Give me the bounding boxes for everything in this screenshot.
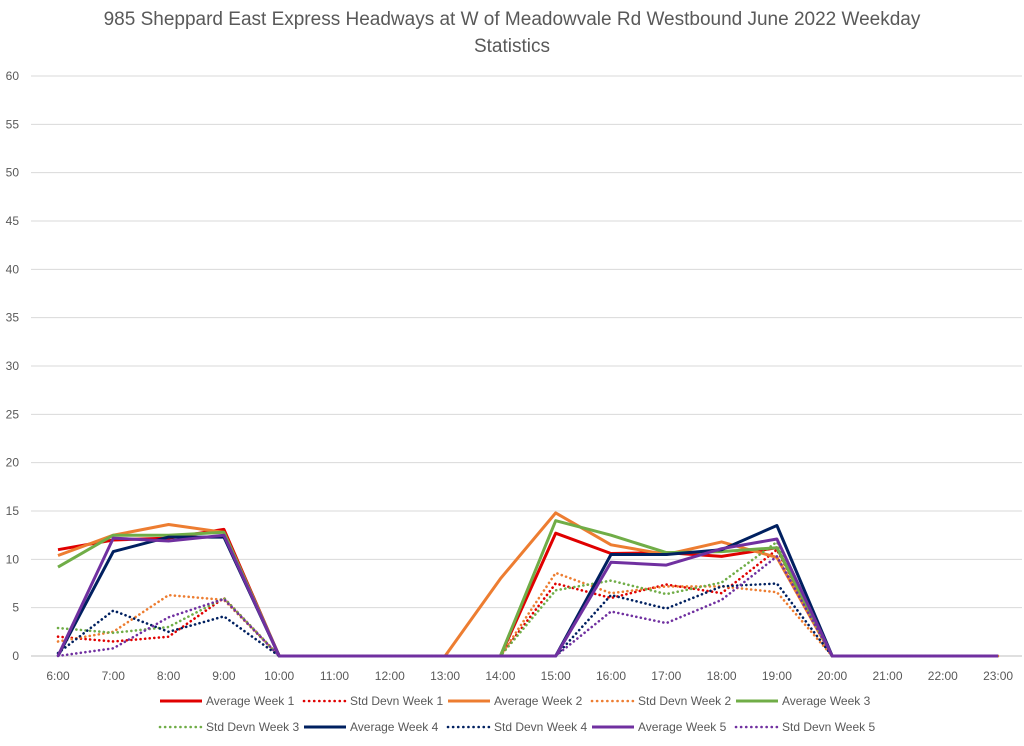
legend-entry-average-week-2: Average Week 2	[448, 694, 583, 708]
x-tick-label: 11:00	[320, 669, 349, 683]
x-axis-ticks: 6:00 7:00 8:00 9:00 10:00 11:00 12:00 13:00 14:0…	[46, 669, 1013, 683]
chart-title-line-2: Statistics	[473, 36, 551, 57]
x-tick-label: 17:00	[651, 669, 681, 683]
y-axis-ticks: 0 5 10 15 20 25 30 35 40 45 50 55 60	[6, 69, 20, 663]
series-line-average-week-1	[57, 527, 999, 658]
y-tick-label: 60	[6, 69, 20, 83]
x-tick-label: 12:00	[375, 669, 405, 683]
legend-label: Std Devn Week 1	[350, 694, 443, 708]
y-tick-label: 45	[6, 214, 20, 228]
x-tick-label: 18:00	[707, 669, 737, 683]
x-tick-label: 22:00	[928, 669, 958, 683]
series-line-std-devn-week-1	[56, 548, 1000, 658]
x-tick-label: 23:00	[983, 669, 1013, 683]
legend-label: Average Week 4	[350, 720, 439, 734]
y-tick-label: 55	[6, 117, 20, 131]
legend-label: Average Week 5	[638, 720, 727, 734]
legend-label: Std Devn Week 3	[206, 720, 299, 734]
legend-entry-std-devn-week-5: Std Devn Week 5	[734, 720, 875, 734]
legend-entry-std-devn-week-2: Std Devn Week 2	[590, 694, 731, 708]
x-tick-label: 7:00	[102, 669, 126, 683]
legend-entry-std-devn-week-3: Std Devn Week 3	[158, 720, 299, 734]
y-tick-label: 20	[6, 456, 20, 470]
y-tick-label: 5	[12, 601, 19, 615]
y-tick-label: 15	[6, 504, 20, 518]
x-tick-label: 9:00	[212, 669, 236, 683]
y-tick-label: 40	[6, 262, 20, 276]
gridlines	[31, 75, 1022, 657]
x-tick-label: 6:00	[46, 669, 70, 683]
legend: Average Week 1 Std Devn Week 1 Average Wee…	[158, 694, 875, 734]
x-tick-label: 13:00	[430, 669, 460, 683]
y-tick-label: 50	[6, 166, 20, 180]
legend-label: Average Week 2	[494, 694, 583, 708]
y-tick-label: 0	[12, 649, 19, 663]
series-line-average-week-3	[57, 519, 999, 658]
x-tick-label: 21:00	[872, 669, 902, 683]
series-line-std-devn-week-5	[56, 555, 1000, 658]
x-tick-label: 19:00	[762, 669, 792, 683]
y-tick-label: 25	[6, 407, 20, 421]
legend-label: Std Devn Week 5	[782, 720, 875, 734]
legend-label: Average Week 3	[782, 694, 871, 708]
chart-title: 985 Sheppard East Express Headways at W …	[0, 6, 1024, 60]
x-tick-label: 16:00	[596, 669, 626, 683]
x-tick-label: 8:00	[157, 669, 181, 683]
legend-entry-average-week-4: Average Week 4	[304, 720, 439, 734]
series-lines	[56, 511, 1000, 658]
x-tick-label: 20:00	[817, 669, 847, 683]
legend-entry-std-devn-week-4: Std Devn Week 4	[446, 720, 587, 734]
legend-label: Std Devn Week 2	[638, 694, 731, 708]
legend-entry-average-week-1: Average Week 1	[160, 694, 295, 708]
legend-entry-average-week-5: Average Week 5	[592, 720, 727, 734]
x-tick-label: 15:00	[541, 669, 571, 683]
legend-label: Average Week 1	[206, 694, 295, 708]
x-tick-label: 10:00	[264, 669, 294, 683]
legend-entry-average-week-3: Average Week 3	[736, 694, 871, 708]
legend-label: Std Devn Week 4	[494, 720, 587, 734]
y-tick-label: 30	[6, 359, 20, 373]
y-tick-label: 10	[6, 552, 20, 566]
y-tick-label: 35	[6, 311, 20, 325]
legend-entry-std-devn-week-1: Std Devn Week 1	[302, 694, 443, 708]
x-tick-label: 14:00	[485, 669, 515, 683]
chart-title-line-1: 985 Sheppard East Express Headways at W …	[103, 9, 921, 30]
